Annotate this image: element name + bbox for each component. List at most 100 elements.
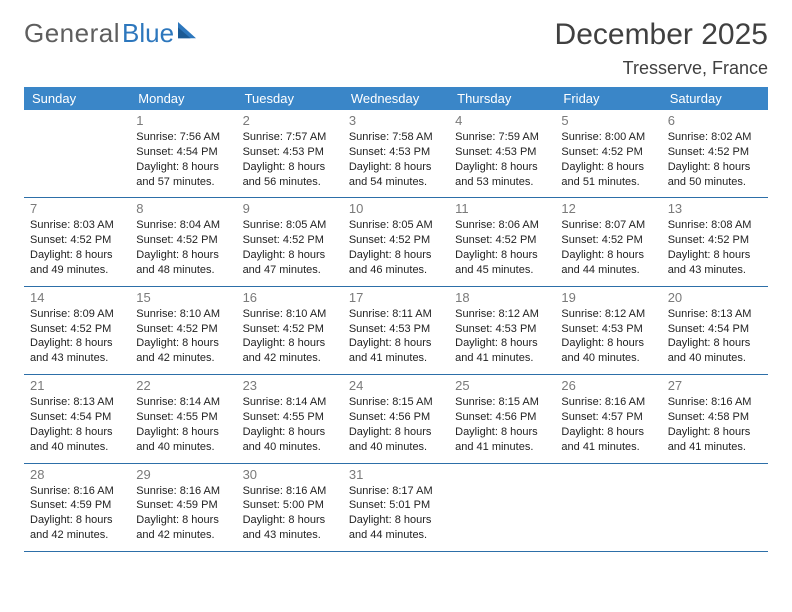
day-info: Sunrise: 8:00 AMSunset: 4:52 PMDaylight:…	[561, 130, 655, 189]
day-cell: 1 Sunrise: 7:56 AMSunset: 4:54 PMDaylight…	[130, 110, 236, 198]
day-number: 1	[136, 113, 230, 128]
day-number: 3	[349, 113, 443, 128]
day-cell: 4 Sunrise: 7:59 AMSunset: 4:53 PMDaylight…	[449, 110, 555, 198]
day-cell: 2 Sunrise: 7:57 AMSunset: 4:53 PMDaylight…	[237, 110, 343, 198]
dayname-4: Thursday	[449, 87, 555, 110]
day-info: Sunrise: 8:06 AMSunset: 4:52 PMDaylight:…	[455, 218, 549, 277]
day-number: 17	[349, 290, 443, 305]
brand-logo: GeneralBlue	[24, 18, 196, 49]
day-info: Sunrise: 8:13 AMSunset: 4:54 PMDaylight:…	[668, 307, 762, 366]
day-cell	[662, 463, 768, 551]
day-info: Sunrise: 8:16 AMSunset: 4:57 PMDaylight:…	[561, 395, 655, 454]
day-info: Sunrise: 8:16 AMSunset: 4:58 PMDaylight:…	[668, 395, 762, 454]
day-info: Sunrise: 8:03 AMSunset: 4:52 PMDaylight:…	[30, 218, 124, 277]
day-info: Sunrise: 8:16 AMSunset: 4:59 PMDaylight:…	[136, 484, 230, 543]
day-number: 16	[243, 290, 337, 305]
day-cell: 20Sunrise: 8:13 AMSunset: 4:54 PMDayligh…	[662, 286, 768, 374]
day-number: 2	[243, 113, 337, 128]
day-info: Sunrise: 8:14 AMSunset: 4:55 PMDaylight:…	[136, 395, 230, 454]
day-number: 30	[243, 467, 337, 482]
day-info: Sunrise: 8:12 AMSunset: 4:53 PMDaylight:…	[561, 307, 655, 366]
day-cell: 14 Sunrise: 8:09 AMSunset: 4:52 PMDayligh…	[24, 286, 130, 374]
day-info: Sunrise: 7:56 AMSunset: 4:54 PMDaylight:…	[136, 130, 230, 189]
day-number: 10	[349, 201, 443, 216]
week-row: 28 Sunrise: 8:16 AMSunset: 4:59 PMDayligh…	[24, 463, 768, 551]
day-number: 24	[349, 378, 443, 393]
day-cell: 10Sunrise: 8:05 AMSunset: 4:52 PMDayligh…	[343, 198, 449, 286]
day-info: Sunrise: 8:16 AMSunset: 5:00 PMDaylight:…	[243, 484, 337, 543]
day-cell: 21 Sunrise: 8:13 AMSunset: 4:54 PMDayligh…	[24, 375, 130, 463]
month-title: December 2025	[555, 18, 768, 52]
day-number: 12	[561, 201, 655, 216]
brand-triangle-icon	[178, 20, 196, 42]
day-info: Sunrise: 7:58 AMSunset: 4:53 PMDaylight:…	[349, 130, 443, 189]
day-info: Sunrise: 8:02 AMSunset: 4:52 PMDaylight:…	[668, 130, 762, 189]
dayname-2: Tuesday	[237, 87, 343, 110]
day-info: Sunrise: 8:10 AMSunset: 4:52 PMDaylight:…	[243, 307, 337, 366]
day-cell: 30 Sunrise: 8:16 AMSunset: 5:00 PMDayligh…	[237, 463, 343, 551]
day-info: Sunrise: 8:07 AMSunset: 4:52 PMDaylight:…	[561, 218, 655, 277]
day-number: 7	[30, 201, 124, 216]
brand-part2: Blue	[122, 18, 174, 49]
day-cell: 31 Sunrise: 8:17 AMSunset: 5:01 PMDayligh…	[343, 463, 449, 551]
calendar-table: SundayMondayTuesdayWednesdayThursdayFrid…	[24, 87, 768, 552]
day-info: Sunrise: 8:09 AMSunset: 4:52 PMDaylight:…	[30, 307, 124, 366]
day-cell: 19 Sunrise: 8:12 AMSunset: 4:53 PMDayligh…	[555, 286, 661, 374]
day-number: 28	[30, 467, 124, 482]
day-number: 6	[668, 113, 762, 128]
day-number: 26	[561, 378, 655, 393]
day-cell: 27Sunrise: 8:16 AMSunset: 4:58 PMDayligh…	[662, 375, 768, 463]
dayname-1: Monday	[130, 87, 236, 110]
location: Tresserve, France	[555, 58, 768, 79]
day-number: 19	[561, 290, 655, 305]
day-number: 29	[136, 467, 230, 482]
day-number: 8	[136, 201, 230, 216]
day-number: 23	[243, 378, 337, 393]
day-number: 25	[455, 378, 549, 393]
day-number: 9	[243, 201, 337, 216]
dayname-3: Wednesday	[343, 87, 449, 110]
day-number: 11	[455, 201, 549, 216]
week-row: 7 Sunrise: 8:03 AMSunset: 4:52 PMDaylight…	[24, 198, 768, 286]
day-info: Sunrise: 7:57 AMSunset: 4:53 PMDaylight:…	[243, 130, 337, 189]
day-number: 22	[136, 378, 230, 393]
day-cell: 7 Sunrise: 8:03 AMSunset: 4:52 PMDaylight…	[24, 198, 130, 286]
day-cell: 26 Sunrise: 8:16 AMSunset: 4:57 PMDayligh…	[555, 375, 661, 463]
day-info: Sunrise: 8:04 AMSunset: 4:52 PMDaylight:…	[136, 218, 230, 277]
day-info: Sunrise: 8:12 AMSunset: 4:53 PMDaylight:…	[455, 307, 549, 366]
day-info: Sunrise: 8:17 AMSunset: 5:01 PMDaylight:…	[349, 484, 443, 543]
day-number: 14	[30, 290, 124, 305]
day-cell: 3 Sunrise: 7:58 AMSunset: 4:53 PMDaylight…	[343, 110, 449, 198]
day-cell: 11 Sunrise: 8:06 AMSunset: 4:52 PMDayligh…	[449, 198, 555, 286]
day-cell: 8 Sunrise: 8:04 AMSunset: 4:52 PMDaylight…	[130, 198, 236, 286]
day-number: 18	[455, 290, 549, 305]
day-info: Sunrise: 8:08 AMSunset: 4:52 PMDaylight:…	[668, 218, 762, 277]
day-info: Sunrise: 8:05 AMSunset: 4:52 PMDaylight:…	[243, 218, 337, 277]
day-cell: 25Sunrise: 8:15 AMSunset: 4:56 PMDayligh…	[449, 375, 555, 463]
day-cell: 28 Sunrise: 8:16 AMSunset: 4:59 PMDayligh…	[24, 463, 130, 551]
day-cell: 17 Sunrise: 8:11 AMSunset: 4:53 PMDayligh…	[343, 286, 449, 374]
day-info: Sunrise: 8:16 AMSunset: 4:59 PMDaylight:…	[30, 484, 124, 543]
day-cell	[555, 463, 661, 551]
day-number: 31	[349, 467, 443, 482]
day-cell: 5Sunrise: 8:00 AMSunset: 4:52 PMDaylight…	[555, 110, 661, 198]
brand-part1: General	[24, 18, 120, 49]
day-info: Sunrise: 8:13 AMSunset: 4:54 PMDaylight:…	[30, 395, 124, 454]
day-number: 21	[30, 378, 124, 393]
day-cell: 13 Sunrise: 8:08 AMSunset: 4:52 PMDayligh…	[662, 198, 768, 286]
day-info: Sunrise: 8:14 AMSunset: 4:55 PMDaylight:…	[243, 395, 337, 454]
day-info: Sunrise: 8:15 AMSunset: 4:56 PMDaylight:…	[349, 395, 443, 454]
day-number: 15	[136, 290, 230, 305]
week-row: 1 Sunrise: 7:56 AMSunset: 4:54 PMDaylight…	[24, 110, 768, 198]
day-number: 13	[668, 201, 762, 216]
day-cell: 9 Sunrise: 8:05 AMSunset: 4:52 PMDaylight…	[237, 198, 343, 286]
day-info: Sunrise: 8:11 AMSunset: 4:53 PMDaylight:…	[349, 307, 443, 366]
day-cell: 16 Sunrise: 8:10 AMSunset: 4:52 PMDayligh…	[237, 286, 343, 374]
day-cell: 18 Sunrise: 8:12 AMSunset: 4:53 PMDayligh…	[449, 286, 555, 374]
week-row: 21 Sunrise: 8:13 AMSunset: 4:54 PMDayligh…	[24, 375, 768, 463]
day-cell: 23 Sunrise: 8:14 AMSunset: 4:55 PMDayligh…	[237, 375, 343, 463]
day-number: 4	[455, 113, 549, 128]
day-cell: 22 Sunrise: 8:14 AMSunset: 4:55 PMDayligh…	[130, 375, 236, 463]
day-cell: 24 Sunrise: 8:15 AMSunset: 4:56 PMDayligh…	[343, 375, 449, 463]
day-info: Sunrise: 7:59 AMSunset: 4:53 PMDaylight:…	[455, 130, 549, 189]
